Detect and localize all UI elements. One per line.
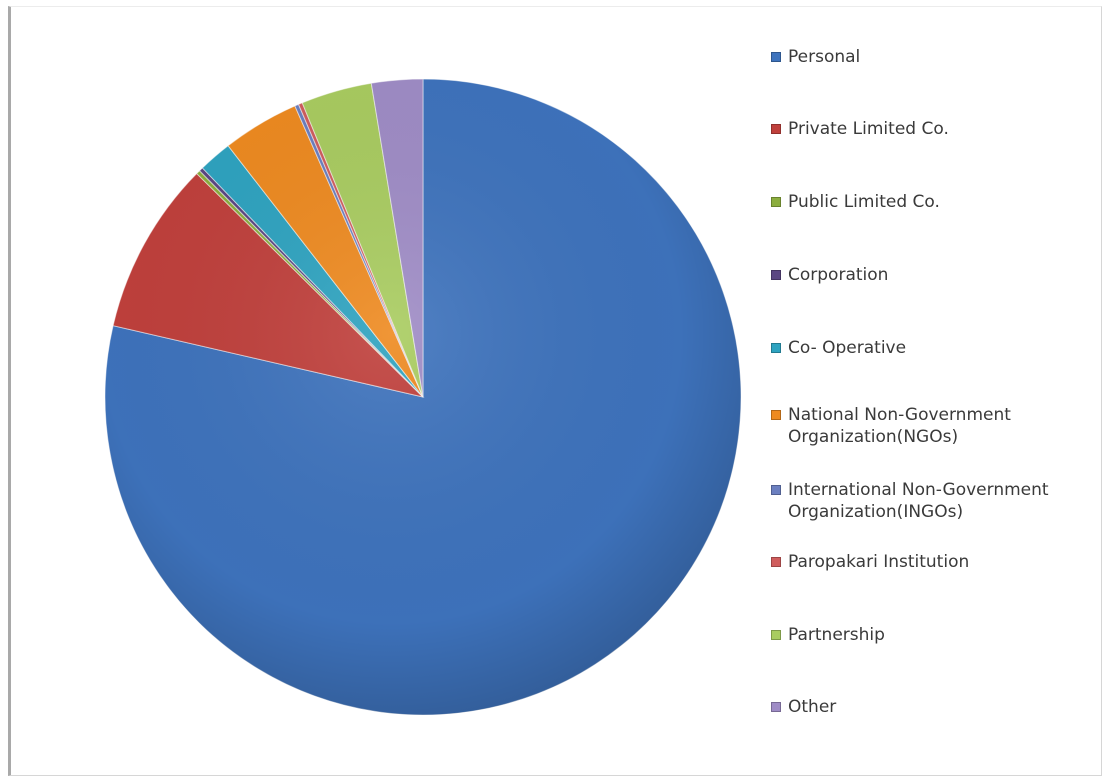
legend-label: Public Limited Co. (788, 192, 940, 212)
legend-swatch (771, 630, 781, 640)
legend-swatch (771, 52, 781, 62)
legend-item: Co- Operative (771, 337, 1088, 359)
legend-swatch (771, 270, 781, 280)
legend-item: Private Limited Co. (771, 118, 1088, 140)
legend-label: Private Limited Co. (788, 119, 949, 139)
pie-slices (104, 78, 742, 716)
legend-swatch (771, 557, 781, 567)
legend-item: International Non-Government Organizatio… (771, 479, 1093, 523)
legend-label: Personal (788, 47, 861, 67)
legend-item: Corporation (771, 264, 1088, 286)
legend-item: Partnership (771, 624, 1088, 646)
legend-swatch (771, 485, 781, 495)
legend-label: Paropakari Institution (788, 552, 970, 572)
legend-label: Corporation (788, 265, 889, 285)
legend-item: Other (771, 696, 1088, 718)
legend-label: Co- Operative (788, 338, 907, 358)
legend-swatch (771, 343, 781, 353)
chart-legend: Personal Private Limited Co. Public Limite… (771, 0, 1101, 783)
legend-item: Paropakari Institution (771, 551, 1088, 573)
legend-item: National Non-Government Organization(NGO… (771, 404, 1058, 448)
legend-label: International Non-Government Organizatio… (788, 480, 1049, 522)
legend-swatch (771, 197, 781, 207)
legend-label: Other (788, 697, 837, 717)
legend-label: Partnership (788, 625, 885, 645)
legend-swatch (771, 702, 781, 712)
legend-swatch (771, 410, 781, 420)
legend-item: Personal (771, 46, 1088, 68)
legend-label: National Non-Government Organization(NGO… (788, 405, 1011, 447)
legend-item: Public Limited Co. (771, 191, 1088, 213)
legend-swatch (771, 124, 781, 134)
